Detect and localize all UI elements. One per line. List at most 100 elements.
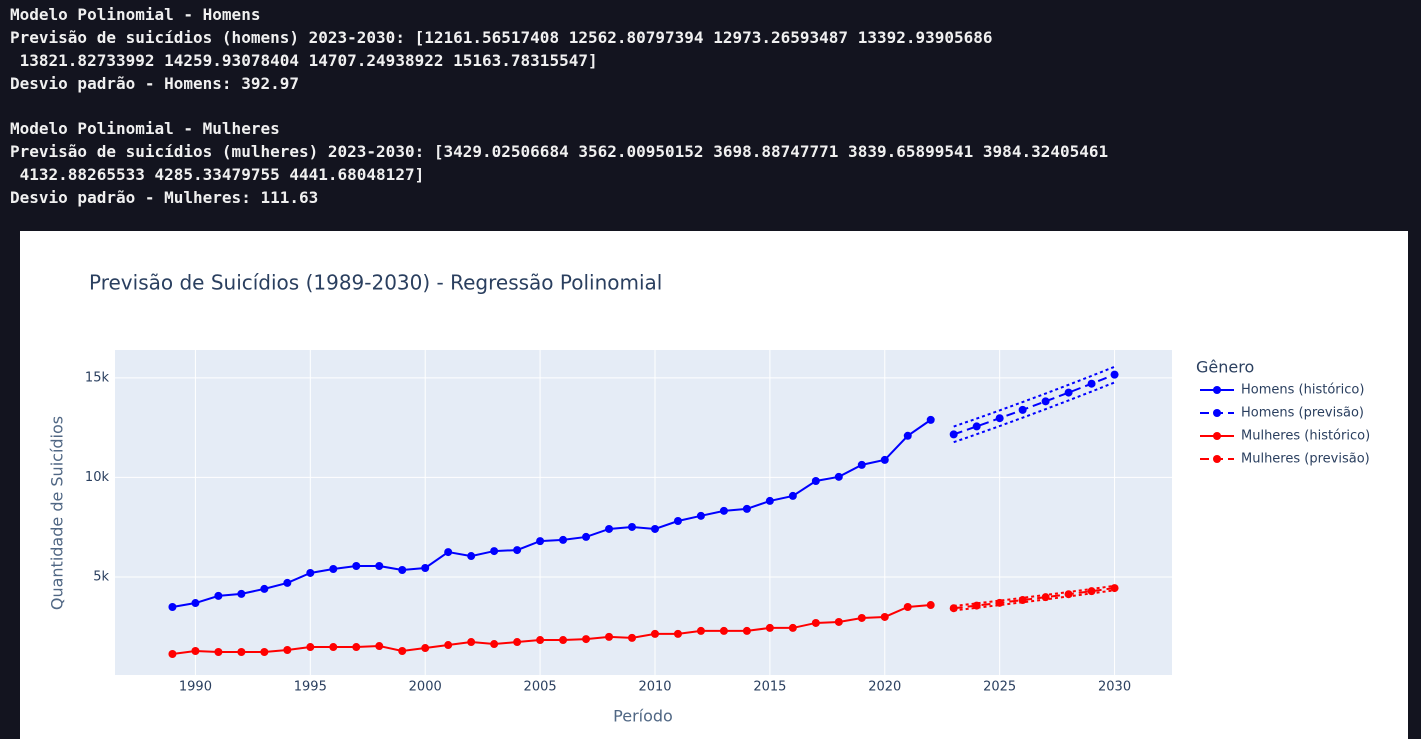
point <box>306 568 315 577</box>
console-output: Modelo Polinomial - Homens Previsão de su… <box>10 3 1108 231</box>
x-tick-label: 2005 <box>524 680 557 695</box>
point <box>811 618 820 627</box>
point <box>513 546 522 555</box>
point <box>329 643 338 652</box>
x-tick-label: 2025 <box>983 680 1016 695</box>
point <box>880 455 889 464</box>
x-axis-title: Período <box>613 707 673 726</box>
point <box>352 643 361 652</box>
output-block: Modelo Polinomial - Homens Previsão de su… <box>10 3 1108 95</box>
point <box>191 599 200 608</box>
point <box>191 647 200 656</box>
point <box>857 460 866 469</box>
legend-marker <box>1213 386 1221 394</box>
point <box>857 613 866 622</box>
point <box>283 646 292 655</box>
point <box>673 629 682 638</box>
point <box>536 636 545 645</box>
point <box>719 506 728 515</box>
point <box>1064 388 1073 397</box>
point <box>1110 370 1119 379</box>
point <box>628 633 637 642</box>
point <box>306 643 315 652</box>
point <box>788 491 797 500</box>
y-tick-label: 10k <box>85 470 110 485</box>
output-line: Desvio padrão - Mulheres: 111.63 <box>10 188 319 207</box>
band-line <box>953 589 1115 612</box>
point <box>214 591 223 600</box>
point <box>765 623 774 632</box>
point <box>1018 596 1027 605</box>
point <box>1087 587 1096 596</box>
point <box>1064 590 1073 599</box>
x-tick-label: 2030 <box>1098 680 1131 695</box>
point <box>352 562 361 571</box>
point <box>696 626 705 635</box>
point <box>719 626 728 635</box>
point <box>559 535 568 544</box>
point <box>811 476 820 485</box>
band-line <box>953 381 1115 444</box>
y-tick-label: 5k <box>93 569 109 584</box>
output-line: Modelo Polinomial - Homens <box>10 5 261 24</box>
series-line <box>172 419 932 608</box>
x-tick-label: 2015 <box>753 680 786 695</box>
series-line <box>172 604 931 655</box>
point <box>490 547 499 556</box>
point <box>444 641 453 650</box>
series-line <box>953 373 1115 436</box>
point <box>765 496 774 505</box>
chart: Previsão de Suicídios (1989-2030) - Regr… <box>20 231 1408 739</box>
x-tick-label: 1995 <box>294 680 327 695</box>
point <box>168 603 177 612</box>
point <box>283 578 292 587</box>
point <box>582 635 591 644</box>
point <box>995 414 1004 423</box>
x-tick-label: 2010 <box>638 680 671 695</box>
legend-marker <box>1213 409 1221 417</box>
point <box>444 548 453 557</box>
legend-label: Homens (histórico) <box>1241 383 1364 398</box>
point <box>1110 584 1119 593</box>
legend-label: Mulheres (previsão) <box>1241 452 1370 467</box>
point <box>582 532 591 541</box>
point <box>260 648 269 657</box>
point <box>467 552 476 561</box>
point <box>260 584 269 593</box>
output-line: 13821.82733992 14259.93078404 14707.2493… <box>10 51 598 70</box>
point <box>375 562 384 571</box>
legend-marker <box>1213 432 1221 440</box>
point <box>834 472 843 481</box>
y-tick-label: 15k <box>85 370 110 385</box>
point <box>834 617 843 626</box>
point <box>696 511 705 520</box>
point <box>237 589 246 598</box>
point <box>926 415 935 424</box>
point <box>903 603 912 612</box>
point <box>650 524 659 533</box>
point <box>214 648 223 657</box>
point <box>513 638 522 647</box>
point <box>972 422 981 431</box>
point <box>1087 379 1096 388</box>
band-line <box>953 365 1115 428</box>
point <box>1018 405 1027 414</box>
point <box>168 649 177 658</box>
point <box>903 431 912 440</box>
point <box>949 604 958 613</box>
point <box>788 623 797 632</box>
point <box>559 636 568 645</box>
point <box>1041 397 1050 406</box>
plot-area <box>115 350 1172 675</box>
point <box>949 430 958 439</box>
legend-marker <box>1213 455 1221 463</box>
legend-label: Mulheres (histórico) <box>1241 429 1370 444</box>
chart-title: Previsão de Suicídios (1989-2030) - Regr… <box>89 271 662 295</box>
output-line: Modelo Polinomial - Mulheres <box>10 119 280 138</box>
point <box>1041 593 1050 602</box>
legend-title: Gênero <box>1196 358 1254 377</box>
point <box>467 638 476 647</box>
output-line: Previsão de suicídios (homens) 2023-2030… <box>10 28 993 47</box>
point <box>605 524 614 533</box>
